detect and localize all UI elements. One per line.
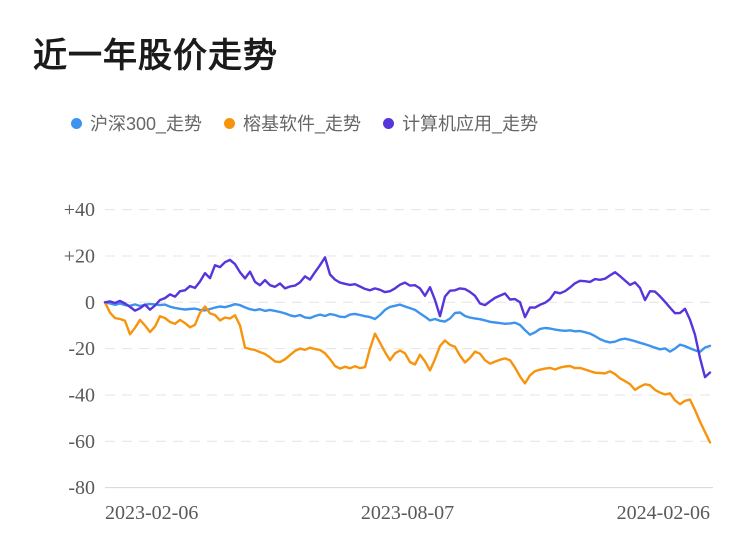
legend: 沪深300_走势 榕基软件_走势 计算机应用_走势: [71, 110, 538, 136]
legend-label-rongji: 榕基软件_走势: [243, 114, 362, 134]
y-axis-tick-label: +40: [64, 199, 95, 221]
y-axis-tick-label: 0: [85, 292, 95, 314]
y-axis-tick-label: -60: [68, 431, 95, 453]
legend-item-computer-apps[interactable]: 计算机应用_走势: [383, 110, 538, 136]
y-axis-tick-label: -80: [68, 477, 95, 499]
series-line-2: [103, 256, 712, 379]
legend-item-hs300[interactable]: 沪深300_走势: [71, 110, 202, 136]
legend-dot-icon: [383, 117, 395, 129]
y-axis-tick-label: +20: [64, 246, 95, 268]
y-axis-tick-label: -40: [68, 385, 95, 407]
y-axis-tick-label: -20: [68, 338, 95, 360]
x-axis-tick-label: 2023-02-06: [105, 502, 198, 524]
legend-item-rongji[interactable]: 榕基软件_走势: [224, 110, 361, 136]
legend-dot-icon: [224, 117, 236, 129]
series-line-1: [103, 301, 712, 444]
legend-label-computer-apps: 计算机应用_走势: [402, 114, 539, 134]
legend-label-hs300: 沪深300_走势: [90, 114, 203, 134]
legend-dot-icon: [71, 117, 82, 129]
x-axis-tick-label: 2023-08-07: [361, 502, 454, 524]
series-line-0: [103, 301, 712, 354]
x-axis-tick-label: 2024-02-06: [617, 502, 710, 524]
chart-title: 近一年股价走势: [33, 37, 278, 75]
